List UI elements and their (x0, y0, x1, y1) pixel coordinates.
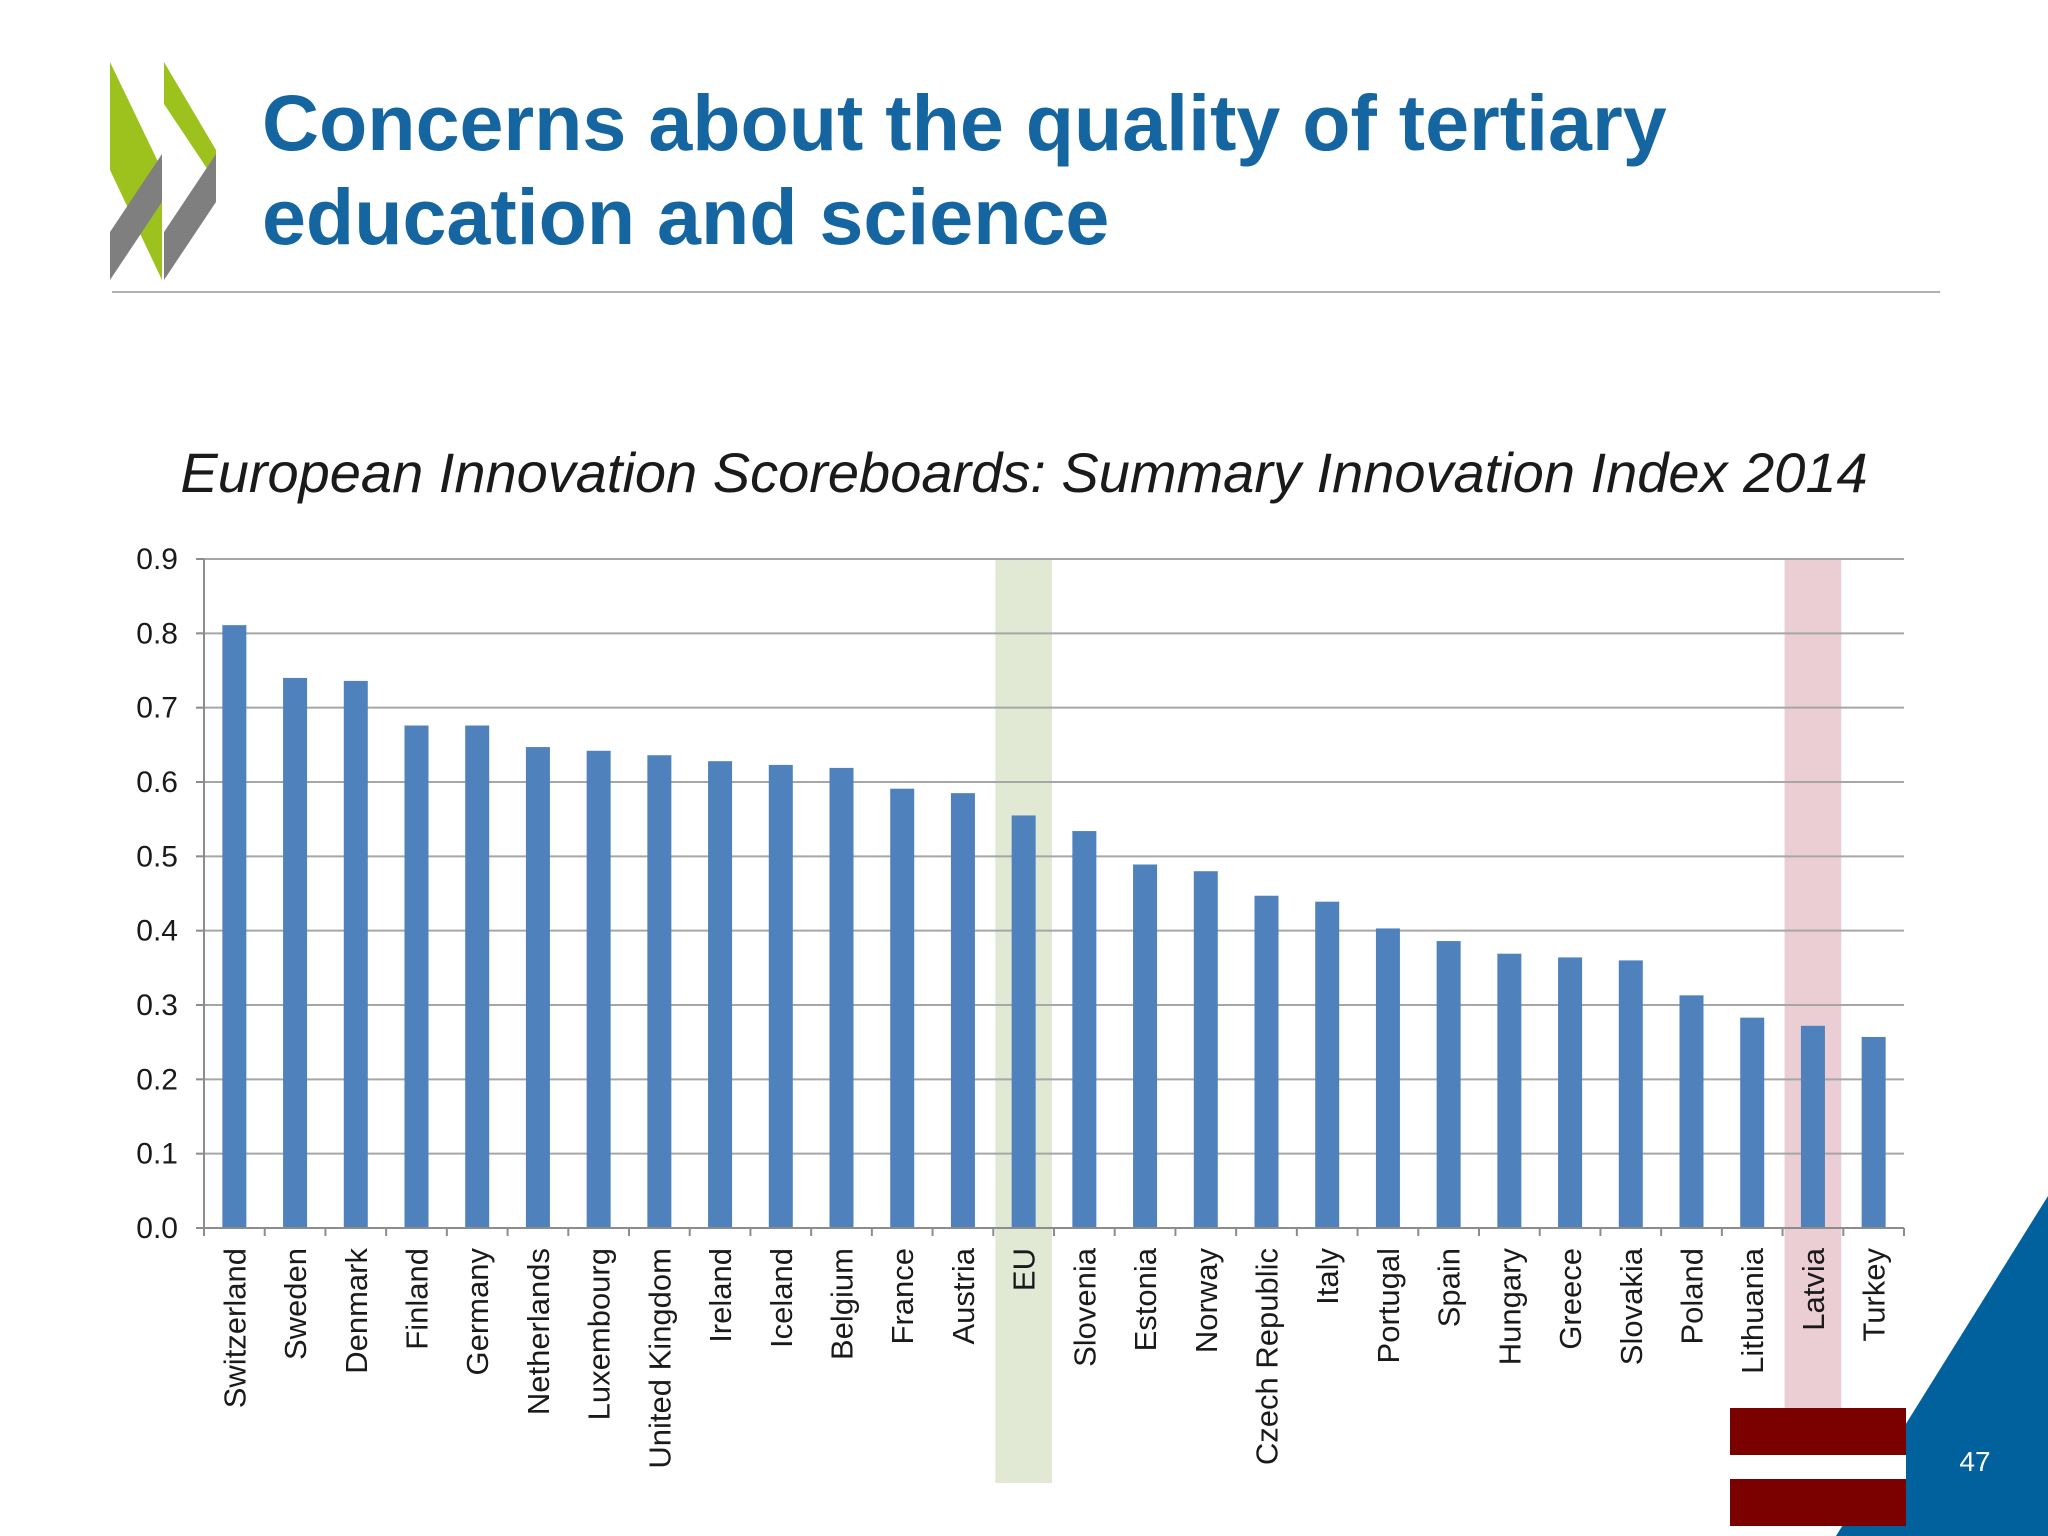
x-tick-label-ireland: Ireland (703, 1248, 738, 1343)
x-tick-label-portugal: Portugal (1371, 1248, 1406, 1363)
x-tick-label-czech-republic: Czech Republic (1250, 1248, 1285, 1465)
bar-turkey (1861, 1036, 1886, 1228)
highlight-band-latvia (1784, 559, 1842, 1483)
bar-portugal (1375, 928, 1400, 1228)
x-tick-label-slovenia: Slovenia (1067, 1247, 1102, 1367)
x-tick-label-france: France (885, 1248, 920, 1344)
logo-chevron-right-lower (164, 154, 216, 280)
x-tick-label-netherlands: Netherlands (521, 1248, 556, 1415)
page-number: 47 (1959, 1446, 1991, 1477)
gridlines (204, 558, 1904, 1155)
x-tick-label-austria: Austria (946, 1247, 981, 1344)
bar-finland (404, 725, 429, 1228)
latvia-flag-icon (1730, 1408, 1906, 1526)
bar-estonia (1133, 864, 1158, 1228)
x-tick-label-luxembourg: Luxembourg (582, 1248, 617, 1420)
bar-ireland (708, 761, 733, 1228)
x-tick-label-iceland: Iceland (764, 1248, 799, 1348)
x-tick-label-poland: Poland (1675, 1248, 1710, 1345)
flag-band-top (1730, 1408, 1906, 1455)
x-tick-label-finland: Finland (400, 1248, 435, 1350)
bar-poland (1679, 995, 1704, 1228)
slide-title: Concerns about the quality of tertiary e… (262, 76, 1862, 264)
bar-spain (1436, 941, 1461, 1228)
bar-latvia (1800, 1025, 1825, 1228)
x-tick-label-belgium: Belgium (825, 1248, 860, 1360)
bar-slovenia (1072, 831, 1097, 1228)
x-tick-label-norway: Norway (1189, 1248, 1224, 1354)
x-tick-label-switzerland: Switzerland (217, 1248, 252, 1408)
x-tick-label-hungary: Hungary (1492, 1248, 1527, 1366)
logo-chevron-right-green (164, 62, 216, 182)
y-tick-label: 0.5 (136, 840, 178, 873)
bar-france (890, 788, 915, 1228)
bar-hungary (1497, 953, 1522, 1228)
x-tick-label-slovakia: Slovakia (1614, 1247, 1649, 1365)
x-tick-label-germany: Germany (460, 1248, 495, 1376)
flag-band-bottom (1730, 1479, 1906, 1526)
title-divider (112, 291, 1940, 293)
bar-norway (1193, 871, 1218, 1228)
x-tick-label-italy: Italy (1310, 1248, 1345, 1305)
x-tick-label-lithuania: Lithuania (1735, 1247, 1770, 1374)
x-tick-label-turkey: Turkey (1857, 1248, 1892, 1342)
bar-iceland (768, 764, 793, 1228)
bar-eu (1011, 815, 1036, 1228)
y-tick-label: 0.0 (136, 1212, 178, 1245)
logo-chevron-left-lower (110, 154, 162, 280)
x-tick-label-eu: EU (1007, 1248, 1042, 1291)
chart-title: European Innovation Scoreboards: Summary… (180, 441, 1868, 504)
bar-belgium (829, 767, 854, 1228)
y-tick-label: 0.9 (136, 543, 178, 576)
y-tick-label: 0.6 (136, 766, 178, 799)
logo-chevron-left-green (110, 62, 162, 280)
bar-luxembourg (586, 750, 611, 1228)
x-tick-label-sweden: Sweden (278, 1248, 313, 1360)
slide-title-line-2: education and science (262, 172, 1110, 261)
bar-czech-republic (1254, 895, 1279, 1228)
y-tick-label: 0.1 (136, 1138, 178, 1171)
bar-sweden (283, 677, 308, 1228)
x-tick-label-spain: Spain (1432, 1248, 1467, 1327)
y-tick-labels: 0.0 0.1 0.2 0.3 0.4 0.5 0.6 0.7 0.8 0.9 (136, 543, 178, 1245)
y-tick-label: 0.3 (136, 989, 178, 1022)
x-tick-label-united-kingdom: United Kingdom (642, 1248, 677, 1469)
x-tick-label-latvia: Latvia (1796, 1247, 1831, 1330)
y-tick-label: 0.2 (136, 1063, 178, 1096)
y-tick-label: 0.7 (136, 692, 178, 725)
axes (196, 558, 1905, 1236)
slide-title-line-1: Concerns about the quality of tertiary (262, 78, 1667, 167)
x-tick-label-denmark: Denmark (339, 1248, 374, 1374)
oecd-logo-icon (110, 62, 216, 280)
x-tick-label-estonia: Estonia (1128, 1247, 1163, 1351)
bar-greece (1558, 957, 1583, 1228)
bar-austria (950, 793, 975, 1228)
bar-united-kingdom (647, 755, 672, 1228)
bar-netherlands (525, 747, 550, 1228)
y-tick-label: 0.8 (136, 617, 178, 650)
flag-band-middle (1730, 1455, 1906, 1479)
bar-denmark (343, 680, 368, 1228)
y-tick-label: 0.4 (136, 915, 178, 948)
bars (222, 625, 1886, 1228)
x-tick-labels: Switzerland Sweden Denmark Finland Germany Ne… (217, 1247, 1891, 1468)
bar-italy (1315, 901, 1340, 1228)
bar-germany (465, 725, 490, 1228)
bar-switzerland (222, 625, 247, 1228)
highlight-bands (995, 559, 1842, 1483)
x-tick-label-greece: Greece (1553, 1248, 1588, 1350)
bar-slovakia (1618, 960, 1643, 1228)
bar-lithuania (1740, 1017, 1765, 1228)
